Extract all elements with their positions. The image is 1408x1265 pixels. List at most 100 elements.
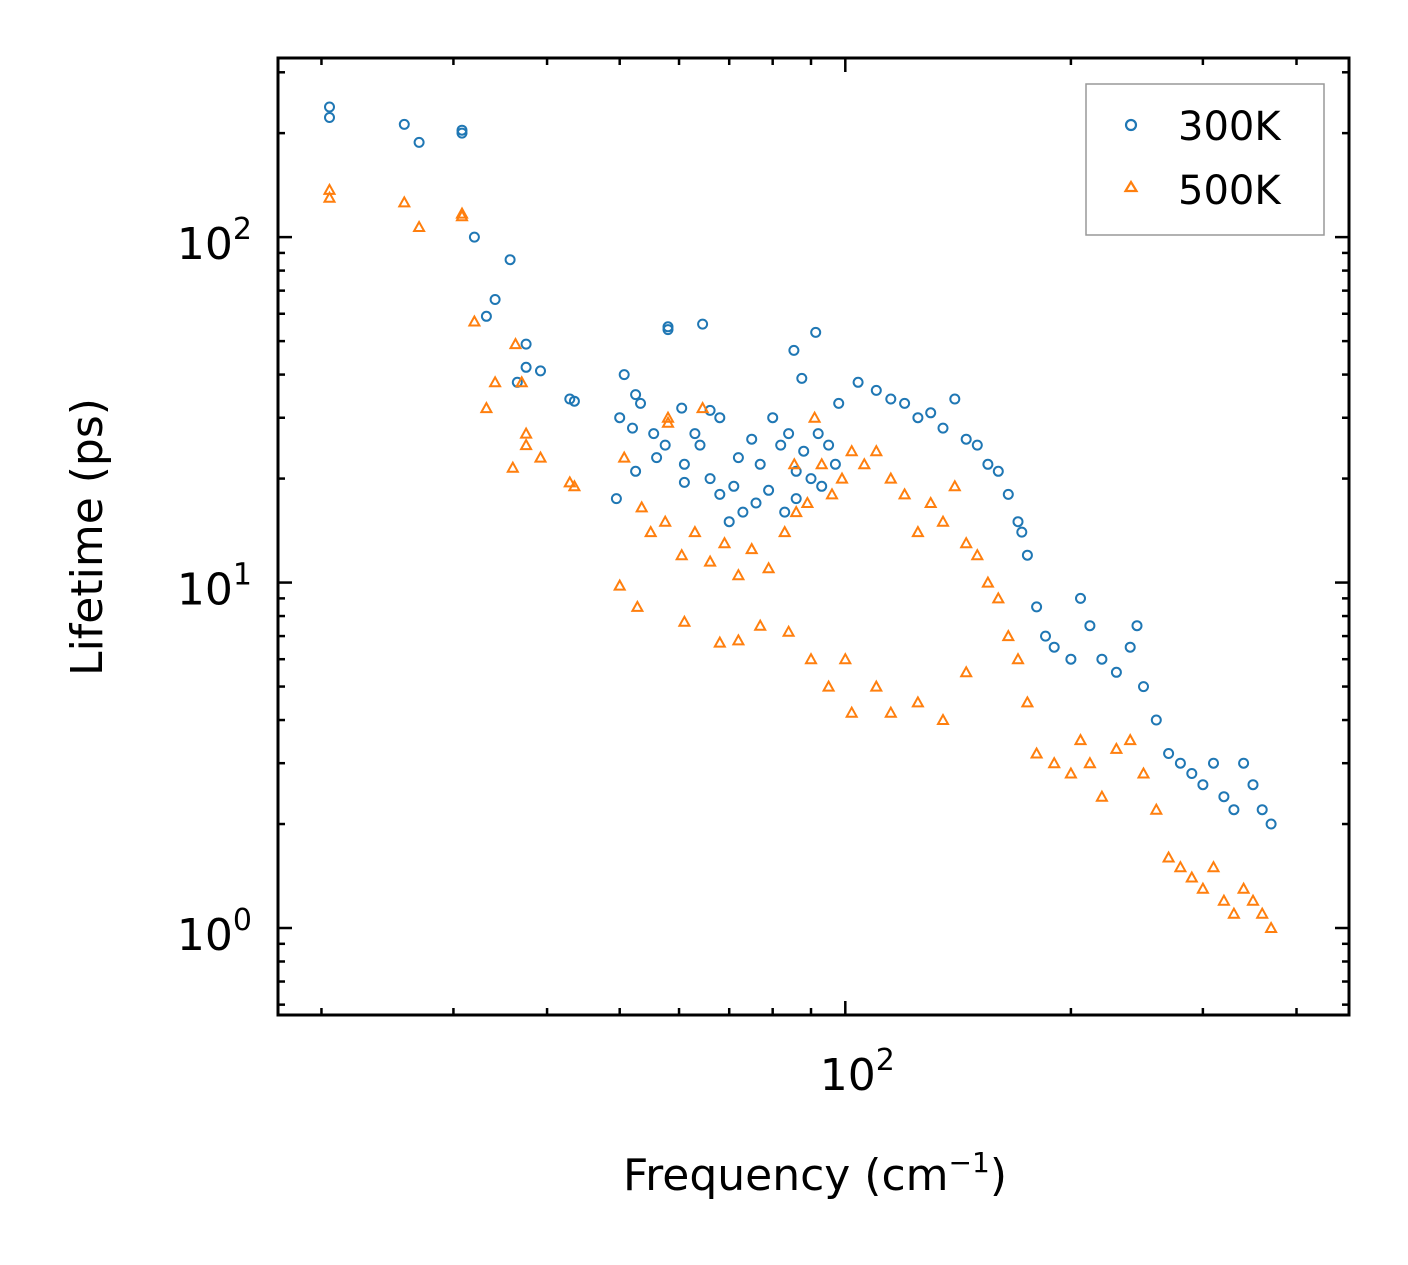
point-300k <box>805 473 817 485</box>
point-300k <box>798 445 810 457</box>
point-500k <box>1227 906 1241 919</box>
point-300k <box>1075 592 1086 604</box>
point-500k <box>959 665 973 678</box>
point-300k <box>630 465 642 477</box>
point-500k <box>1217 893 1231 906</box>
y-axis-label: Lifetime (ps) <box>62 398 113 676</box>
point-500k <box>695 401 710 414</box>
point-500k <box>644 525 658 538</box>
point-300k <box>630 389 642 401</box>
point-300k <box>568 395 580 407</box>
point-300k <box>1031 601 1043 613</box>
point-300k <box>810 326 822 338</box>
point-300k <box>678 476 690 488</box>
point-300k <box>1186 768 1198 779</box>
point-500k <box>825 487 839 500</box>
point-300k <box>535 365 546 377</box>
point-500k <box>1109 741 1124 754</box>
point-500k <box>675 548 689 561</box>
point-300k <box>1065 653 1077 665</box>
x-tick-label-base: 10 <box>820 1050 876 1101</box>
point-300k <box>949 393 961 405</box>
y-tick-label: 102 <box>177 212 252 270</box>
point-500k <box>821 679 836 692</box>
point-500k <box>936 712 950 725</box>
point-300k <box>489 294 501 305</box>
point-500k <box>845 705 859 718</box>
point-500k <box>688 525 702 538</box>
point-500k <box>1011 652 1025 665</box>
point-300k <box>829 458 841 470</box>
point-500k <box>617 450 631 463</box>
point-500k <box>991 591 1005 604</box>
point-300k <box>714 488 726 500</box>
point-300k <box>1174 757 1186 769</box>
y-tick-label-base: 10 <box>177 219 233 270</box>
point-300k <box>982 458 994 470</box>
point-500k <box>658 514 672 527</box>
point-300k <box>662 321 674 333</box>
point-500k <box>936 514 950 527</box>
point-500k <box>835 471 849 484</box>
point-500k <box>781 624 796 637</box>
point-300k <box>937 422 949 434</box>
point-500k <box>519 426 533 439</box>
point-300k <box>651 452 663 464</box>
point-500k <box>981 575 995 588</box>
point-500k <box>970 548 984 561</box>
point-300k <box>618 369 630 381</box>
point-300k <box>767 412 779 424</box>
legend-marker-500k <box>1123 179 1139 193</box>
point-500k <box>884 705 898 718</box>
point-500k <box>677 614 692 627</box>
point-300k <box>971 439 983 451</box>
point-500k <box>1083 756 1097 769</box>
point-300k <box>823 439 835 451</box>
point-300k <box>763 484 775 496</box>
point-500k <box>897 487 912 500</box>
point-300k <box>796 372 808 384</box>
point-300k <box>790 493 802 505</box>
point-300k <box>833 397 845 409</box>
point-300k <box>870 384 882 396</box>
point-500k <box>1196 881 1210 894</box>
plot-frame <box>276 56 1351 1017</box>
point-300k <box>689 428 701 440</box>
point-500k <box>857 457 871 470</box>
point-500k <box>838 652 852 665</box>
point-300k <box>1110 666 1122 678</box>
point-500k <box>911 525 925 538</box>
point-500k <box>869 679 883 692</box>
point-300k <box>925 407 937 419</box>
point-300k <box>812 428 824 440</box>
x-axis-label-main: Frequency (cm <box>623 1150 949 1201</box>
point-500k <box>567 479 582 492</box>
point-300k <box>480 310 492 322</box>
point-300k <box>852 376 864 388</box>
point-300k <box>899 397 911 409</box>
point-300k <box>960 433 972 445</box>
point-500k <box>613 578 627 591</box>
legend-box <box>1085 83 1325 236</box>
point-500k <box>717 536 732 549</box>
point-500k <box>506 460 520 473</box>
point-500k <box>1001 629 1015 642</box>
point-500k <box>322 190 337 203</box>
x-axis-label-superscript: −1 <box>949 1146 990 1179</box>
point-500k <box>397 195 411 208</box>
point-500k <box>1264 920 1278 933</box>
point-300k <box>648 428 660 440</box>
point-300k <box>1021 549 1033 561</box>
point-300k <box>1048 641 1060 653</box>
point-500k <box>519 438 533 451</box>
point-500k <box>1029 746 1044 759</box>
x-tick-label: 102 <box>820 1043 895 1101</box>
point-300k <box>627 422 638 434</box>
point-500k <box>1149 802 1163 815</box>
point-300k <box>1150 714 1162 726</box>
y-tick-label-base: 10 <box>177 910 233 961</box>
point-500k <box>745 542 759 555</box>
point-300k <box>912 412 924 424</box>
point-500k <box>635 500 649 513</box>
point-300k <box>775 439 787 451</box>
